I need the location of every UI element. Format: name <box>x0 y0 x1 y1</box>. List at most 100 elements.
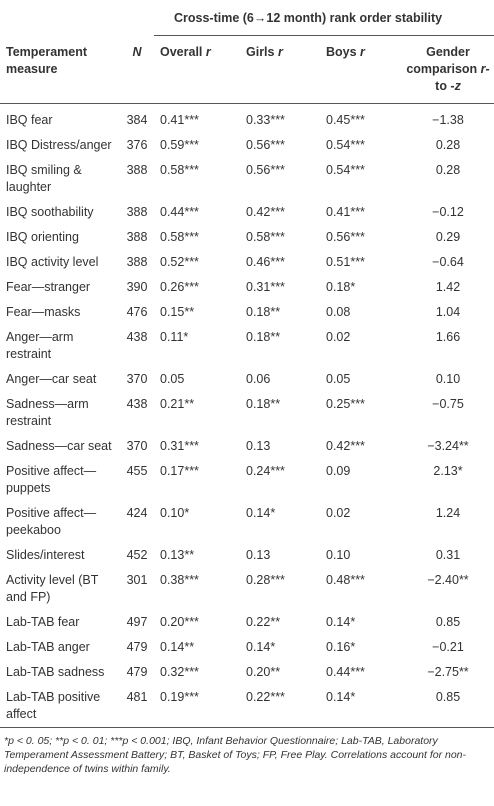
cell: 0.51*** <box>326 255 365 269</box>
cell: 0.31*** <box>160 439 199 453</box>
table-row: IBQ activity level 388 0.52*** 0.46*** 0.51*… <box>0 250 494 275</box>
table-row: IBQ smiling & laughter 388 0.58*** 0.56*** 0… <box>0 158 494 200</box>
row-label: IBQ activity level <box>6 255 99 269</box>
cell: 0.41*** <box>326 205 365 219</box>
header-text: r <box>480 62 486 76</box>
cell: 0.14* <box>326 615 356 629</box>
cell: 0.42*** <box>326 439 365 453</box>
row-label: Anger—car seat <box>6 372 97 386</box>
cell: 0.56*** <box>326 230 365 244</box>
cell: 0.20** <box>246 665 281 679</box>
cell: 0.13 <box>246 548 271 562</box>
cell: 0.48*** <box>326 573 365 587</box>
cell: 0.45*** <box>326 113 365 127</box>
cell: 0.17*** <box>160 464 199 478</box>
cell: 0.33*** <box>246 113 285 127</box>
column-header: Gender comparison r- to -z <box>400 36 494 104</box>
row-label: Sadness—car seat <box>6 439 112 453</box>
cell: 301 <box>126 573 148 587</box>
cell: 0.18** <box>246 305 281 319</box>
cell: 452 <box>126 548 148 562</box>
row-label: Positive affect—puppets <box>6 464 97 495</box>
row-label: IBQ orienting <box>6 230 79 244</box>
header-text: r <box>205 45 211 59</box>
cell: 0.58*** <box>246 230 285 244</box>
cell: 370 <box>126 372 148 386</box>
cell: 0.06 <box>246 372 271 386</box>
header-text: r <box>277 45 283 59</box>
span-header: Cross-time (6→12 month) rank order stabi… <box>154 0 494 36</box>
row-label: Fear—masks <box>6 305 81 319</box>
cell: 1.66 <box>435 330 461 344</box>
cell: 0.18* <box>326 280 356 294</box>
table-row: Sadness—car seat 370 0.31*** 0.13 0.42*** −3.… <box>0 434 494 459</box>
span-header-row: Cross-time (6→12 month) rank order stabi… <box>0 0 494 36</box>
cell: 0.14** <box>160 640 195 654</box>
cell: 481 <box>126 690 148 704</box>
cell: 0.85 <box>435 690 461 704</box>
cell: 0.18** <box>246 397 281 411</box>
table-row: IBQ soothability 388 0.44*** 0.42*** 0.41***… <box>0 200 494 225</box>
cell: 0.14* <box>246 506 276 520</box>
cell: 388 <box>126 255 148 269</box>
row-label: Positive affect—peekaboo <box>6 506 97 537</box>
cell: 390 <box>126 280 148 294</box>
cell: 0.56*** <box>246 163 285 177</box>
cell: 0.02 <box>326 506 351 520</box>
table-row: IBQ fear 384 0.41*** 0.33*** 0.45*** −1.38 <box>0 104 494 134</box>
table-row: Positive affect—puppets 455 0.17*** 0.24***… <box>0 459 494 501</box>
cell: 0.24*** <box>246 464 285 478</box>
cell: 0.46*** <box>246 255 285 269</box>
column-header: Temperament measure <box>0 36 118 104</box>
cell: 455 <box>126 464 148 478</box>
cell: 376 <box>126 138 148 152</box>
cell: −2.75** <box>427 665 469 679</box>
cell: 0.26*** <box>160 280 199 294</box>
row-label: Lab-TAB positive affect <box>6 690 101 721</box>
row-label: Anger—arm restraint <box>6 330 74 361</box>
cell: 0.10* <box>160 506 190 520</box>
cell: 0.54*** <box>326 138 365 152</box>
cell: 0.05 <box>160 372 185 386</box>
table-row: Anger—arm restraint 438 0.11* 0.18** 0.02 1.6… <box>0 325 494 367</box>
column-header: Girls r <box>240 36 320 104</box>
row-label: IBQ smiling & laughter <box>6 163 82 194</box>
header-text: N <box>132 44 142 59</box>
table-row: Sadness—arm restraint 438 0.21** 0.18** 0.25… <box>0 392 494 434</box>
cell: 0.11* <box>160 330 189 344</box>
table-row: Fear—masks 476 0.15** 0.18** 0.08 1.04 <box>0 300 494 325</box>
cell: 438 <box>126 330 148 344</box>
cell: 1.42 <box>435 280 461 294</box>
header-text: Girls <box>246 45 278 59</box>
cell: 2.13* <box>433 464 463 478</box>
cell: 0.14* <box>326 690 356 704</box>
cell: −0.64 <box>432 255 464 269</box>
cell: 438 <box>126 397 148 411</box>
row-label: Activity level (BT and FP) <box>6 573 99 604</box>
cell: 0.54*** <box>326 163 365 177</box>
header-text: Overall <box>160 45 206 59</box>
cell: 0.22** <box>246 615 281 629</box>
row-label: IBQ soothability <box>6 205 94 219</box>
cell: 370 <box>126 439 148 453</box>
row-label: Sadness—arm restraint <box>6 397 89 428</box>
row-label: Fear—stranger <box>6 280 91 294</box>
cell: 0.18** <box>246 330 281 344</box>
row-label: IBQ fear <box>6 113 53 127</box>
cell: −0.12 <box>432 205 464 219</box>
row-label: Slides/interest <box>6 548 85 562</box>
table-row: Lab-TAB positive affect 481 0.19*** 0.22***… <box>0 685 494 728</box>
cell: 479 <box>126 665 148 679</box>
cell: 0.05 <box>326 372 351 386</box>
blank-cell <box>0 0 154 36</box>
table-row: Lab-TAB anger 479 0.14** 0.14* 0.16* −0.21 <box>0 635 494 660</box>
table-row: Positive affect—peekaboo 424 0.10* 0.14* 0.0… <box>0 501 494 543</box>
table-row: Anger—car seat 370 0.05 0.06 0.05 0.10 <box>0 367 494 392</box>
cell: 0.13** <box>160 548 195 562</box>
cell: 479 <box>126 640 148 654</box>
cell: 0.31*** <box>246 280 285 294</box>
cell: 0.15** <box>160 305 195 319</box>
cell: 0.85 <box>435 615 461 629</box>
row-label: Lab-TAB sadness <box>6 665 105 679</box>
